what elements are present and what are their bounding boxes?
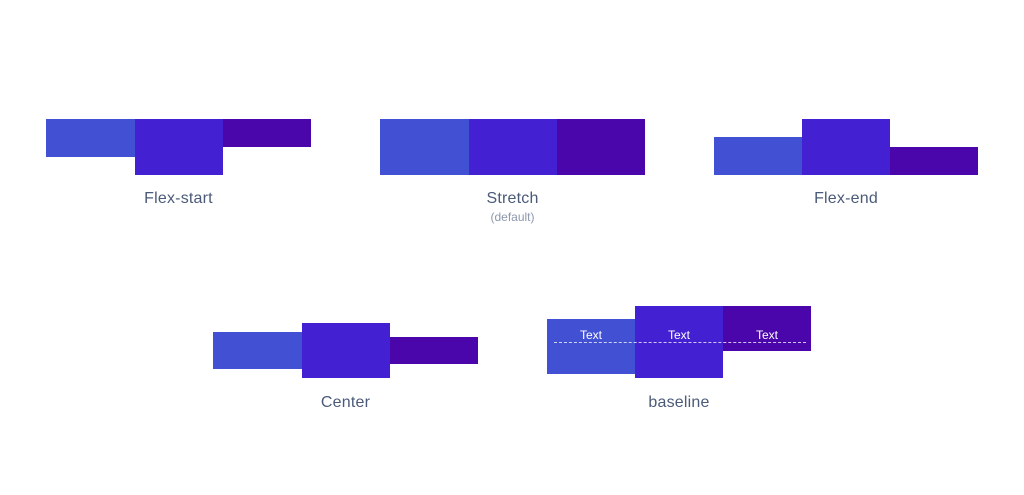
stretch-subcaption: (default)	[490, 210, 535, 224]
stretch-caption: Stretch	[486, 190, 539, 207]
flex-end-item-3	[890, 147, 978, 175]
baseline-guide-line	[554, 342, 806, 343]
baseline-item-1: Text	[547, 319, 635, 374]
baseline-item-1-text: Text	[579, 328, 602, 342]
baseline-item-2-text: Text	[667, 328, 690, 342]
center-caption: Center	[320, 394, 371, 411]
flex-start-item-3	[223, 119, 311, 147]
stretch-item-2	[469, 119, 557, 175]
flex-end-item-2	[802, 119, 890, 175]
baseline-caption: baseline	[648, 394, 710, 411]
flex-start-item-2	[135, 119, 223, 175]
center-item-2	[302, 323, 390, 378]
flex-start-item-1	[46, 119, 135, 157]
center-item-1	[213, 332, 302, 369]
flex-end-item-1	[714, 137, 802, 175]
stretch-item-3	[557, 119, 645, 175]
baseline-item-3-text: Text	[755, 328, 778, 342]
stretch-item-1	[380, 119, 469, 175]
flex-end-caption: Flex-end	[814, 190, 878, 207]
center-item-3	[390, 337, 478, 364]
flex-start-caption: Flex-start	[144, 190, 213, 207]
baseline-item-3: Text	[723, 306, 811, 351]
